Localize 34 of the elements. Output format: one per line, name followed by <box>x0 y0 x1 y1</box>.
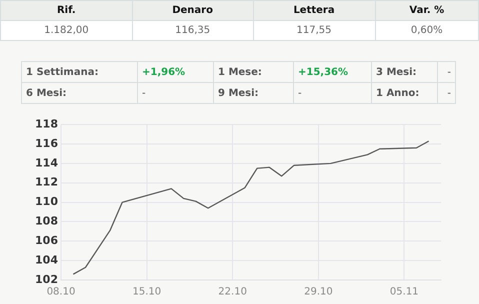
y-tick-label: 114 <box>35 156 58 170</box>
text: 1.182,00 <box>0 20 132 40</box>
text: - <box>138 82 214 104</box>
text: 117,55 <box>253 20 376 40</box>
text: Denaro <box>132 0 254 20</box>
y-tick-label: 106 <box>35 234 58 248</box>
x-tick-label: 29.10 <box>304 286 333 298</box>
text: 1 Settimana: <box>22 62 138 82</box>
text: Lettera <box>253 0 376 20</box>
x-tick-label: 22.10 <box>218 286 247 298</box>
text: 0,60% <box>375 20 478 40</box>
x-tick-label: 05.11 <box>390 286 419 298</box>
text: Var. % <box>375 0 478 20</box>
text: 116,35 <box>132 20 254 40</box>
text: 9 Mesi: <box>214 82 294 104</box>
text: 1 Mese: <box>214 62 294 82</box>
text: 6 Mesi: <box>22 82 138 104</box>
text: - <box>294 82 372 104</box>
text: +15,36% <box>294 62 372 82</box>
text: - <box>438 62 456 82</box>
y-tick-label: 108 <box>35 214 58 228</box>
y-tick-label: 110 <box>35 195 58 208</box>
y-tick-label: 112 <box>35 176 58 189</box>
y-tick-label: 102 <box>35 272 58 286</box>
y-tick-label: 118 <box>35 117 58 130</box>
text: 3 Mesi: <box>372 62 438 82</box>
y-tick-label: 116 <box>35 136 58 150</box>
text: 1 Anno: <box>372 82 438 104</box>
x-tick-label: 08.10 <box>46 286 76 298</box>
y-tick-label: 104 <box>35 253 58 266</box>
text: +1,96% <box>138 62 214 82</box>
x-tick-label: 15.10 <box>132 286 162 298</box>
text: Rif. <box>0 0 132 20</box>
text: - <box>438 82 456 104</box>
